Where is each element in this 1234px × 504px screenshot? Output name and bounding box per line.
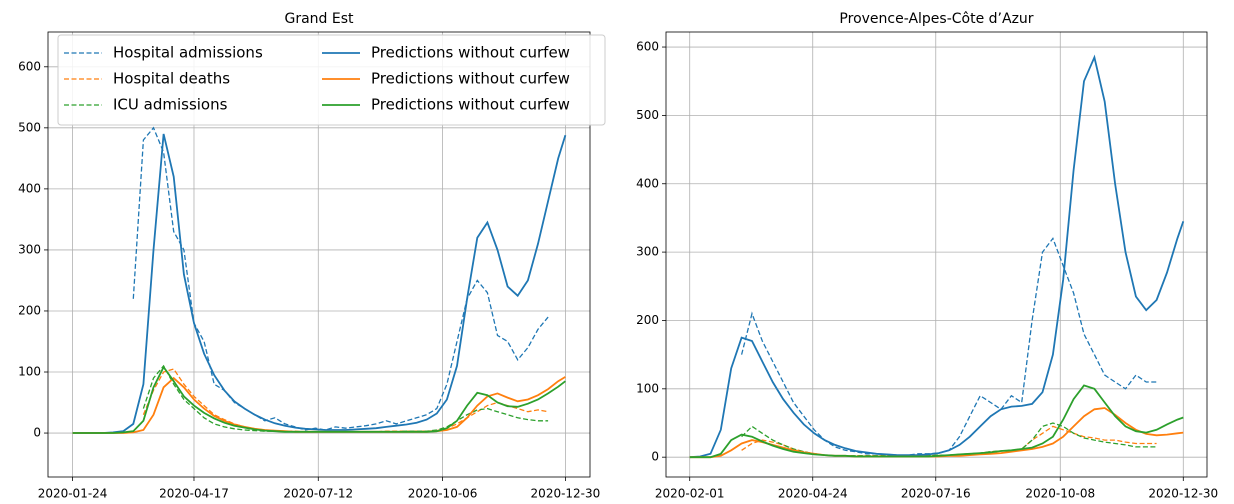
y-tick-label: 100	[636, 381, 659, 395]
y-tick-label: 200	[636, 313, 659, 327]
legend-box	[57, 34, 606, 126]
y-tick-label: 400	[636, 176, 659, 190]
y-tick-label: 0	[651, 450, 659, 464]
series-line	[142, 364, 549, 433]
x-tick-label: 2020-12-30	[531, 487, 601, 501]
x-tick-label: 2020-07-12	[283, 487, 353, 501]
y-tick-label: 500	[636, 108, 659, 122]
x-tick-label: 2020-10-08	[1025, 487, 1095, 501]
series-line	[72, 133, 567, 434]
series-line	[132, 126, 549, 431]
legend-label: Predictions without curfew	[371, 70, 570, 88]
series-line	[72, 365, 566, 434]
x-tick-label: 2020-07-16	[901, 487, 971, 501]
x-tick-label: 2020-10-06	[408, 487, 478, 501]
y-tick-label: 400	[18, 181, 41, 195]
legend-label: ICU admissions	[113, 96, 228, 114]
axes: Provence-Alpes-Côte d’Azur 0 100 200 300 400 5…	[636, 11, 1218, 501]
y-tick-label: 200	[18, 303, 41, 317]
y-tick-label: 600	[636, 40, 659, 54]
axes-frame	[665, 31, 1208, 478]
series-line	[142, 368, 549, 433]
series-line	[689, 407, 1184, 459]
series-line	[689, 384, 1184, 459]
series-line	[689, 54, 1185, 459]
x-tick-label: 2020-02-01	[655, 487, 725, 501]
y-tick-label: 600	[18, 59, 41, 73]
y-tick-label: 300	[636, 245, 659, 259]
x-tick-label: 2020-12-30	[1148, 487, 1218, 501]
legend-label: Hospital deaths	[113, 70, 230, 88]
legend-label: Hospital admissions	[113, 44, 263, 62]
axes-frame	[47, 31, 591, 478]
y-tick-label: 300	[18, 242, 41, 256]
x-tick-label: 2020-04-17	[159, 487, 229, 501]
y-tick-label: 0	[33, 426, 41, 440]
legend-label: Predictions without curfew	[371, 44, 570, 62]
chart-title: Provence-Alpes-Côte d’Azur	[839, 11, 1033, 27]
legend: Hospital admissions Hospital deaths ICU ad…	[57, 34, 606, 126]
y-tick-label: 500	[18, 120, 41, 134]
y-tick-label: 100	[18, 365, 41, 379]
series-line	[741, 425, 1157, 457]
x-tick-label: 2020-04-24	[778, 487, 848, 501]
chart-title: Grand Est	[284, 11, 354, 27]
axes: Grand Est 0 100 200 300 400 500 600 2020-01-24 20…	[18, 11, 606, 501]
series-line	[740, 237, 1157, 456]
x-tick-label: 2020-01-24	[38, 487, 108, 501]
legend-label: Predictions without curfew	[371, 96, 570, 114]
